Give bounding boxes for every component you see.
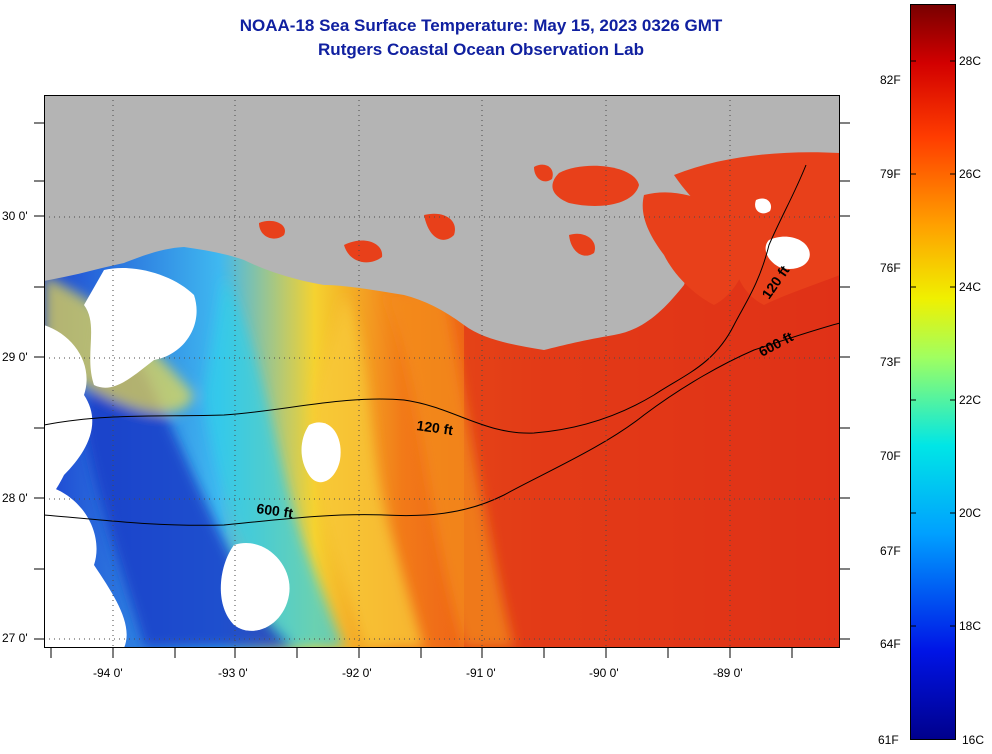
lon-label-91: -91 0' (466, 666, 496, 680)
cloud-area-center (301, 422, 341, 483)
colorbar-label-16c: 16C (962, 733, 985, 747)
lake-pontchartrain (552, 165, 639, 206)
colorbar-label-70f: 70F (880, 449, 901, 463)
lon-label-94: -94 0' (93, 666, 123, 680)
colorbar-label-20c: 20C (959, 506, 982, 520)
sst-map: 120 ft 600 ft 120 ft 600 ft (44, 95, 840, 648)
contour-120ft (44, 164, 807, 434)
colorbar-label-76f: 76F (880, 261, 901, 275)
contour-label-deep-west: 600 ft (256, 500, 295, 521)
colorbar-label-79f: 79F (880, 167, 901, 181)
lat-label-28: 28 0' (2, 491, 28, 505)
orange-band (384, 285, 514, 648)
cloud-area-south (220, 543, 290, 631)
lat-label-27: 27 0' (2, 631, 28, 645)
contour-600ft (44, 322, 840, 526)
yellow-band (312, 295, 424, 648)
lat-label-29: 29 0' (2, 350, 28, 364)
graticule (44, 95, 840, 648)
colorbar-label-82f: 82F (880, 73, 901, 87)
bathymetry-contours (44, 164, 840, 526)
bay-vermilion (259, 220, 285, 239)
lon-label-92: -92 0' (342, 666, 372, 680)
lake-borgne (534, 164, 553, 182)
terrebonne-bay (424, 213, 455, 240)
barataria-bay (569, 233, 595, 256)
colorbar-label-64f: 64F (880, 637, 901, 651)
lat-label-30: 30 0' (2, 209, 28, 223)
colorbar-label-67f: 67F (880, 544, 901, 558)
cloud-area-west (44, 325, 93, 505)
cloud-area-northwest (84, 267, 197, 388)
colorbar-label-61f: 61F (878, 733, 899, 747)
colorbar-label-28c: 28C (959, 54, 982, 68)
colorbar-label-26c: 26C (959, 167, 982, 181)
colorbar-label-18c: 18C (959, 619, 982, 633)
contour-label-shallow-center: 120 ft (416, 417, 455, 438)
lon-label-93: -93 0' (218, 666, 248, 680)
lon-label-89: -89 0' (713, 666, 743, 680)
lon-label-90: -90 0' (589, 666, 619, 680)
map-ticks (34, 122, 850, 658)
colorbar-label-24c: 24C (959, 280, 982, 294)
cloud-area-southwest (44, 485, 127, 648)
cloud-mask (44, 267, 341, 648)
chart-title: NOAA-18 Sea Surface Temperature: May 15,… (239, 16, 723, 35)
colorbar (910, 4, 956, 740)
cyan-band (204, 275, 344, 648)
bay-atchafalaya (344, 240, 383, 263)
cloud-northeast (755, 198, 772, 214)
cloud-east (765, 236, 810, 270)
chart-subtitle: Rutgers Coastal Ocean Observation Lab (318, 40, 644, 59)
colorbar-gradient (910, 4, 956, 740)
map-frame (44, 95, 840, 648)
colorbar-label-73f: 73F (880, 355, 901, 369)
colorbar-label-22c: 22C (959, 393, 982, 407)
